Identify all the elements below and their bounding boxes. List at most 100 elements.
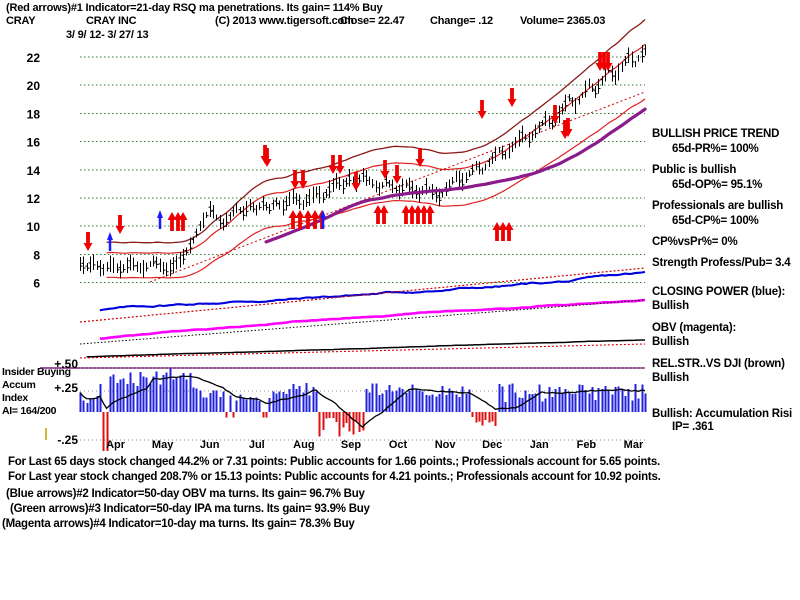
footer-year-summary: For Last year stock changed 208.7% or 15… (8, 471, 661, 483)
month-tick-label: Jul (249, 439, 265, 451)
price-trend-value: 65d-PR%= 100% (672, 143, 759, 155)
sell-arrow-icon (298, 170, 308, 189)
sell-arrow-icon (290, 170, 300, 189)
price-tick-label: 18 (27, 107, 41, 121)
public-sentiment-title: Public is bullish (652, 164, 737, 176)
ticker-symbol: CRAY (6, 15, 36, 27)
month-tick-label: Aug (293, 439, 314, 451)
buy-arrow-icon (498, 222, 508, 241)
obv-title: OBV (magenta): (652, 322, 737, 334)
copyright-notice: (C) 2013 www.tigersoft.com (215, 15, 354, 27)
buy-arrow-icon (295, 210, 305, 229)
buy-arrow-icon (288, 210, 298, 229)
footer-blue-arrows-indicator: (Blue arrows)#2 Indicator=50-day OBV ma … (6, 488, 365, 500)
buy-arrow-icon (407, 205, 417, 224)
buy-arrow-icon (401, 205, 411, 224)
month-tick-label: May (152, 439, 174, 451)
relstr-line (86, 339, 645, 358)
price-tick-label: 12 (27, 192, 41, 206)
month-tick-label: Mar (624, 439, 644, 451)
indicator-tick-label: +.25 (54, 381, 78, 395)
obv-value: Bullish (652, 336, 689, 348)
buy-arrow-icon (178, 212, 188, 231)
close-price: Close= 22.47 (340, 15, 405, 27)
rsq-bands (106, 19, 646, 283)
sell-arrow-icon (328, 155, 338, 174)
closing-power-value: Bullish (652, 300, 689, 312)
indicator-tick-label: -.25 (57, 433, 78, 447)
professional-sentiment-title: Professionals are bullish (652, 200, 784, 212)
sell-arrow-icon (351, 172, 361, 191)
price-axis-labels: 22 20 18 16 14 12 10 8 6 (27, 51, 41, 291)
price-tick-label: 16 (27, 136, 41, 150)
sell-arrow-icon (415, 148, 425, 167)
indicator-tick-label: +.50 (54, 357, 78, 371)
sell-arrow-icon (392, 165, 402, 184)
public-sentiment-value: 65d-OP%= 95.1% (672, 179, 763, 191)
price-tick-label: 22 (27, 51, 41, 65)
footer-65-day-summary: For Last 65 days stock changed 44.2% or … (8, 456, 660, 468)
sell-arrow-icon (603, 52, 613, 71)
month-tick-label: Oct (389, 439, 408, 451)
price-change: Change= .12 (430, 15, 493, 27)
closing-power-obv-relstr (79, 267, 646, 359)
price-trend-title: BULLISH PRICE TREND (652, 128, 780, 140)
relstr-title: REL.STR..VS DJI (brown) (652, 358, 785, 370)
buy-arrow-icon (167, 212, 177, 231)
accumulation-title: Bullish: Accumulation Risi (652, 408, 793, 420)
indicator-axis-labels: +.50 +.25 -.25 (45, 357, 78, 447)
sell-arrow-icon (335, 155, 345, 174)
cp-vs-pr-value: CP%vsPr%= 0% (652, 236, 738, 248)
buy-arrow-icon (379, 205, 389, 224)
sell-arrow-icon (380, 160, 390, 179)
footer-magenta-arrows-indicator: (Magenta arrows)#4 Indicator=10-day ma t… (2, 518, 355, 530)
insider-accumulation-panel (40, 367, 647, 452)
insider-buying-label: Insider Buying (2, 366, 71, 378)
professional-sentiment-value: 65d-CP%= 100% (672, 215, 759, 227)
price-tick-label: 10 (27, 220, 41, 234)
closing-power-title: CLOSING POWER (blue): (652, 286, 786, 298)
month-tick-label: Jun (200, 439, 220, 451)
footer-green-arrows-indicator: (Green arrows)#3 Indicator=50-day IPA ma… (10, 503, 370, 515)
date-range: 3/ 9/ 12- 3/ 27/ 13 (66, 29, 149, 41)
ai-reading-label: AI= 164/200 (2, 405, 57, 417)
sell-arrow-icon (563, 118, 573, 137)
buy-arrow-icon (303, 210, 313, 229)
month-axis-labels: Apr May Jun Jul Aug Sep Oct Nov Dec Jan Feb Mar (106, 439, 644, 451)
buy-arrow-icon (310, 210, 320, 229)
relstr-value: Bullish (652, 372, 689, 384)
month-tick-label: Dec (482, 439, 502, 451)
sell-arrow-icon (262, 148, 272, 167)
index-label: Index (2, 392, 28, 404)
price-tick-label: 8 (33, 248, 40, 262)
sell-arrow-icon (550, 105, 560, 124)
signal-arrows (83, 52, 613, 251)
buy-arrow-icon (373, 205, 383, 224)
buy-arrow-icon (413, 205, 423, 224)
price-tick-label: 20 (27, 79, 41, 93)
sell-arrow-icon (477, 100, 487, 119)
price-tick-label: 14 (27, 164, 41, 178)
sell-arrow-icon (507, 88, 517, 107)
buy-arrow-icon (419, 205, 429, 224)
accum-label: Accum (2, 379, 36, 391)
strength-prof-pub-value: Strength Profess/Pub= 3.4 (652, 257, 791, 269)
buy-arrow-icon (425, 205, 435, 224)
buy-arrow-icon (504, 222, 514, 241)
indicator-headline: (Red arrows)#1 Indicator=21-day RSQ ma p… (6, 2, 383, 14)
month-tick-label: Apr (106, 439, 126, 451)
buy-arrow-icon (107, 232, 113, 251)
sell-arrow-icon (115, 215, 125, 234)
obv-line (99, 298, 646, 340)
price-tick-label: 6 (33, 277, 40, 291)
buy-arrow-icon (157, 210, 163, 229)
accumulation-ip-value: IP= .361 (672, 421, 714, 433)
month-tick-label: Nov (435, 439, 457, 451)
buy-arrow-icon (492, 222, 502, 241)
company-name: CRAY INC (86, 15, 137, 27)
month-tick-label: Feb (577, 439, 597, 451)
purple-moving-average (264, 107, 647, 244)
buy-arrow-icon (320, 210, 326, 229)
volume: Volume= 2365.03 (520, 15, 606, 27)
